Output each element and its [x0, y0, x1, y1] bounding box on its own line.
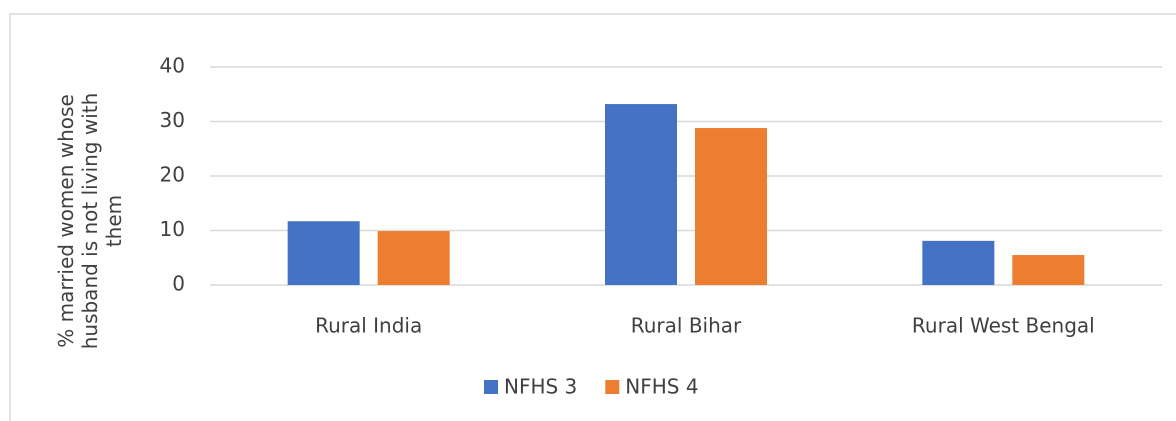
- legend-swatch: [605, 380, 620, 394]
- bar: [1012, 255, 1085, 285]
- bar: [287, 221, 360, 285]
- y-tick-label: 10: [160, 217, 185, 241]
- y-tick-label: 20: [160, 163, 185, 187]
- x-tick-label: Rural India: [315, 314, 422, 338]
- legend-label: NFHS 4: [625, 375, 698, 399]
- y-tick-label: 40: [160, 54, 185, 78]
- x-tick-label: Rural West Bengal: [912, 314, 1095, 338]
- legend-label: NFHS 3: [504, 375, 577, 399]
- chart-border: [9, 13, 1176, 421]
- y-axis-label: % married women whose husband is not liv…: [54, 92, 126, 350]
- x-tick-label: Rural Bihar: [631, 314, 742, 338]
- bar: [377, 231, 450, 285]
- y-tick-label: 30: [160, 108, 185, 132]
- bar: [922, 240, 995, 285]
- bar: [695, 128, 767, 285]
- bar: [605, 104, 677, 285]
- legend-swatch: [484, 380, 498, 394]
- y-tick-label: 0: [172, 272, 185, 296]
